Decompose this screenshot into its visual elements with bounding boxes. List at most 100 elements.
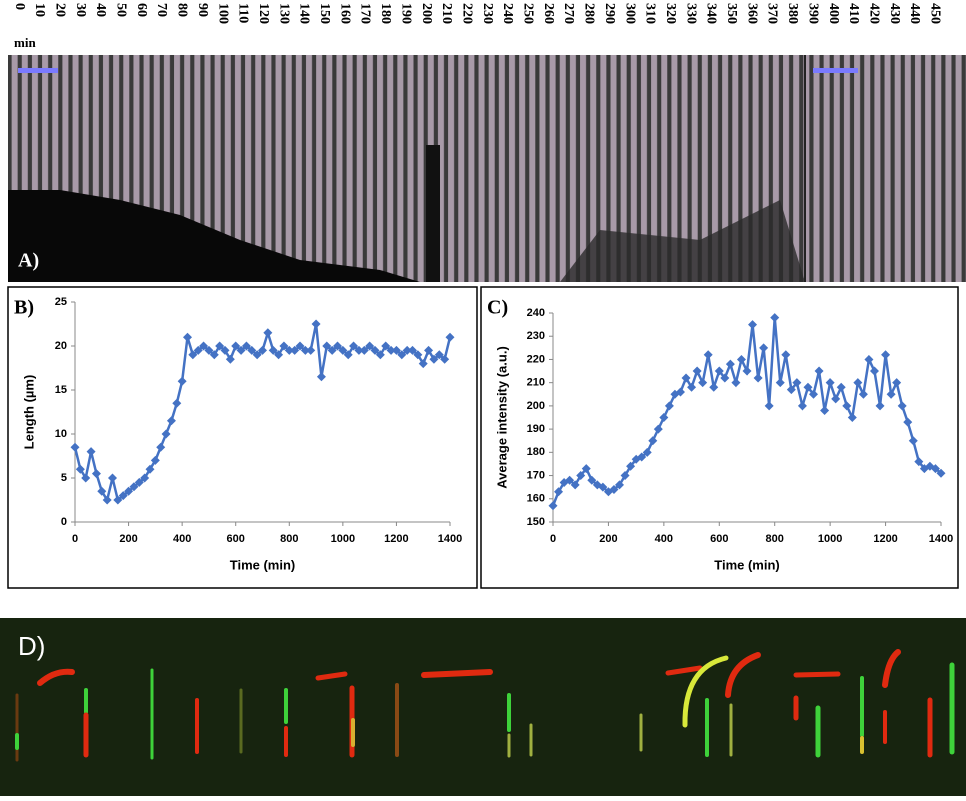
data-point [786,385,796,395]
time-label: 30 [73,3,88,17]
time-label: 80 [175,3,190,17]
time-label: 420 [866,3,881,24]
data-point [653,424,663,434]
data-point [268,345,278,355]
data-point [881,350,891,360]
time-label: 240 [500,3,515,24]
x-axis-label: Time (min) [714,557,780,572]
data-point [91,469,101,479]
data-point [736,354,746,364]
data-point [792,378,802,388]
x-tick-label: 800 [766,533,784,545]
data-point [172,398,182,408]
y-tick-label: 170 [527,469,545,481]
time-labels: 0 10 20 30 40 50 60 70 80 90 100 110 120 130 140 150 160… [12,3,943,24]
y-tick-label: 240 [527,307,545,319]
data-point [714,366,724,376]
data-point [797,401,807,411]
time-label: 190 [398,3,413,24]
y-tick-label: 160 [527,493,545,505]
data-point [687,382,697,392]
data-point [252,350,262,360]
data-point [570,480,580,490]
panel-label: A) [18,250,39,272]
y-tick-label: 230 [527,330,545,342]
data-point [327,345,337,355]
data-point [725,359,735,369]
scale-bar [18,68,58,73]
data-point [391,345,401,355]
data-point [86,447,96,457]
data-point [809,389,819,399]
panel-label: D) [18,631,45,661]
data-point [440,354,450,364]
data-point [236,345,246,355]
data-point [102,495,112,505]
data-point [161,429,171,439]
data-point [231,341,241,351]
data-point [875,401,885,411]
time-label: 170 [358,3,373,24]
time-label: 150 [317,3,332,24]
panel-c-frame [480,286,959,589]
time-label: 280 [582,3,597,24]
data-point [75,464,85,474]
time-label: 10 [32,3,47,17]
filaments [15,649,955,762]
y-tick-label: 25 [55,296,67,308]
x-tick-label: 200 [599,533,617,545]
x-tick-label: 600 [710,533,728,545]
divider [804,55,806,282]
data-point [134,477,144,487]
x-tick-label: 400 [173,533,191,545]
panel-b-frame [7,286,478,589]
x-tick-label: 1200 [873,533,897,545]
data-point [775,378,785,388]
data-point [598,482,608,492]
data-point [263,328,273,338]
data-point [675,387,685,397]
time-label: 310 [643,3,658,24]
time-label: 180 [378,3,393,24]
data-point [70,442,80,452]
data-point [204,345,214,355]
data-point [279,341,289,351]
data-point [903,417,913,427]
data-point [930,464,940,474]
data-point [118,491,128,501]
data-point [188,350,198,360]
data-point [897,401,907,411]
time-label: 370 [765,3,780,24]
time-label: 110 [236,3,251,23]
data-point [709,382,719,392]
data-point [853,378,863,388]
data-point [220,345,230,355]
data-point [150,455,160,465]
y-tick-label: 190 [527,423,545,435]
time-label: 450 [928,3,943,24]
data-point [183,332,192,342]
data-point [642,447,652,457]
data-point [81,473,91,483]
y-axis-label: Length (µm) [21,375,36,450]
data-point [108,473,117,483]
data-point [338,345,348,355]
data-point [424,345,434,355]
data-point [731,378,741,388]
panel-label: C) [487,297,508,319]
data-point [637,452,647,462]
time-label: 220 [459,3,474,24]
data-point [402,345,412,355]
x-tick-label: 1200 [384,533,408,545]
data-point [587,475,597,485]
y-tick-label: 220 [527,353,545,365]
time-label: 260 [541,3,556,24]
data-point [397,350,407,360]
time-label: 120 [256,3,271,24]
scale-bar [813,68,858,73]
data-point [753,373,763,383]
data-point [748,320,758,330]
data-point [97,486,107,496]
time-label: 140 [297,3,312,24]
